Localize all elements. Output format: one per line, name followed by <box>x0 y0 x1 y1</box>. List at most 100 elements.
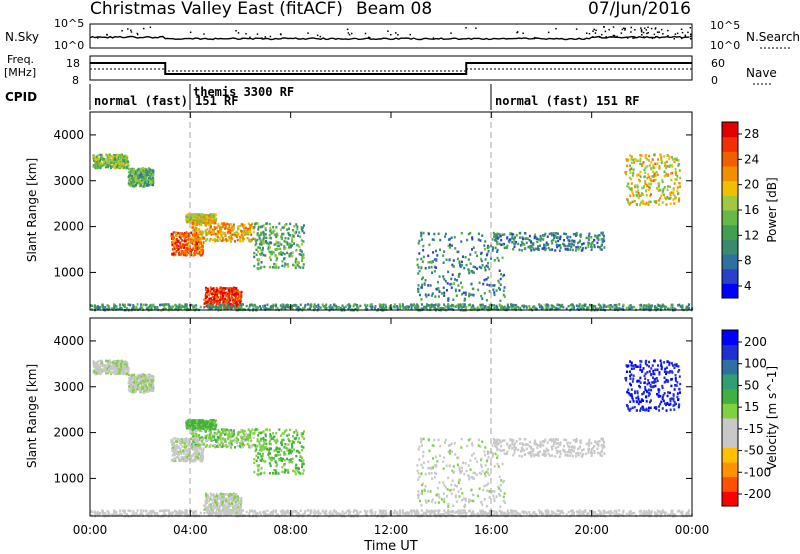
power-echo-cell-8 <box>417 290 420 294</box>
power-echo-cell-4 <box>233 226 236 229</box>
velocity-echo-cell-4 <box>194 436 197 440</box>
power-echo-cell-10 <box>629 188 632 191</box>
power-echo-cell-9 <box>542 234 545 238</box>
power-echo-cell-7 <box>324 306 327 310</box>
power-echo-cell-8 <box>438 248 441 252</box>
power-echo-cell-0 <box>112 153 115 157</box>
velocity-echo-cell-4 <box>219 432 222 435</box>
velocity-echo-cell-4 <box>210 439 213 442</box>
power-echo-cell-9 <box>601 233 604 236</box>
power-echo-cell-5 <box>213 299 216 303</box>
power-echo-cell-10 <box>635 190 638 194</box>
velocity-echo-cell-3 <box>198 418 201 422</box>
velocity-echo-cell-4 <box>214 445 217 449</box>
velocity-echo-cell-4 <box>212 437 215 440</box>
power-echo-cell-8 <box>468 292 471 296</box>
nsearch-point <box>658 31 660 33</box>
nsky-label: N.Sky <box>5 30 39 44</box>
power-echo-cell-10 <box>650 161 653 164</box>
power-echo-cell-9 <box>511 235 514 238</box>
power-echo-cell-10 <box>677 199 680 203</box>
power-echo-cell-8 <box>471 236 474 239</box>
power-echo-cell-6 <box>280 253 283 256</box>
power-echo-cell-4 <box>222 223 225 226</box>
power-echo-cell-9 <box>598 234 601 237</box>
velocity-echo-cell-3 <box>212 419 215 423</box>
power-echo-cell-8 <box>442 275 445 278</box>
power-echo-cell-7 <box>505 308 508 311</box>
power-echo-cell-7 <box>281 303 284 306</box>
nsearch-point <box>667 35 669 37</box>
power-echo-cell-9 <box>526 237 529 241</box>
power-echo-cell-1 <box>140 172 143 175</box>
power-echo-cell-6 <box>289 234 292 237</box>
power-echo-cell-9 <box>536 247 539 251</box>
power-echo-cell-8 <box>418 269 421 273</box>
power-echo-cell-1 <box>131 182 134 186</box>
power-echo-cell-7 <box>664 305 667 309</box>
power-echo-cell-0 <box>115 165 118 169</box>
power-echo-cell-2 <box>172 240 175 243</box>
power-echo-cell-10 <box>658 199 661 202</box>
power-echo-cell-9 <box>588 232 591 236</box>
power-echo-cell-7 <box>558 303 561 307</box>
power-echo-cell-7 <box>255 306 258 309</box>
power-echo-cell-10 <box>650 182 653 186</box>
power-echo-cell-6 <box>302 266 305 269</box>
velocity-echo-cell-4 <box>244 438 247 441</box>
power-echo-cell-7 <box>618 307 621 310</box>
nsearch-point <box>127 28 129 30</box>
power-echo-cell-7 <box>193 305 196 309</box>
power-echo-cell-8 <box>420 234 423 238</box>
power-echo-cell-10 <box>660 161 663 165</box>
power-echo-cell-1 <box>150 172 153 176</box>
power-echo-cell-5 <box>231 293 234 296</box>
power-echo-cell-9 <box>573 240 576 244</box>
power-echo-cell-10 <box>667 173 670 176</box>
power-echo-cell-7 <box>264 307 267 310</box>
power-echo-cell-8 <box>422 248 425 252</box>
nsearch-point <box>130 29 132 32</box>
power-echo-cell-7 <box>647 303 650 306</box>
nsearch-point <box>680 28 683 30</box>
power-echo-cell-6 <box>283 224 286 227</box>
velocity-echo-cell-0 <box>119 362 122 365</box>
power-echo-cell-1 <box>130 184 133 188</box>
velocity-echo-cell-1 <box>130 385 133 388</box>
power-echo-cell-7 <box>596 307 599 311</box>
power-echo-cell-7 <box>142 303 145 307</box>
power-echo-cell-8 <box>494 246 497 250</box>
power-echo-cell-9 <box>600 238 603 241</box>
power-echo-cell-5 <box>212 291 215 294</box>
velocity-echo-cell-0 <box>99 365 102 369</box>
power-echo-cell-2 <box>185 246 188 250</box>
power-echo-cell-1 <box>137 167 140 171</box>
power-echo-cell-10 <box>629 171 632 174</box>
power-echo-cell-5 <box>231 296 234 300</box>
freq-series <box>90 62 692 75</box>
power-echo-cell-1 <box>130 179 133 182</box>
power-echo-cell-7 <box>117 308 120 311</box>
velocity-echo-cell-4 <box>228 431 231 435</box>
power-echo-cell-8 <box>482 282 485 286</box>
power-echo-cell-9 <box>587 243 590 247</box>
power-echo-cell-7 <box>488 303 491 307</box>
power-echo-cell-5 <box>232 290 235 293</box>
power-echo-cell-7 <box>248 306 251 309</box>
power-echo-cell-7 <box>184 306 187 309</box>
power-echo-cell-9 <box>596 234 599 238</box>
power-echo-cell-7 <box>681 305 684 309</box>
power-echo-cell-4 <box>226 222 229 226</box>
nsearch-point <box>640 31 643 33</box>
power-echo-cell-1 <box>152 181 155 185</box>
power-echo-cell-8 <box>427 261 430 264</box>
velocity-echo-cell-2 <box>197 446 200 449</box>
power-echo-cell-10 <box>664 166 667 170</box>
power-echo-cell-8 <box>498 281 501 284</box>
power-echo-cell-7 <box>592 304 595 308</box>
power-echo-cell-5 <box>235 305 238 309</box>
power-echo-cell-7 <box>238 307 241 310</box>
power-echo-cell-9 <box>506 244 509 248</box>
velocity-echo-cell-4 <box>206 444 209 447</box>
power-echo-cell-0 <box>94 158 97 162</box>
